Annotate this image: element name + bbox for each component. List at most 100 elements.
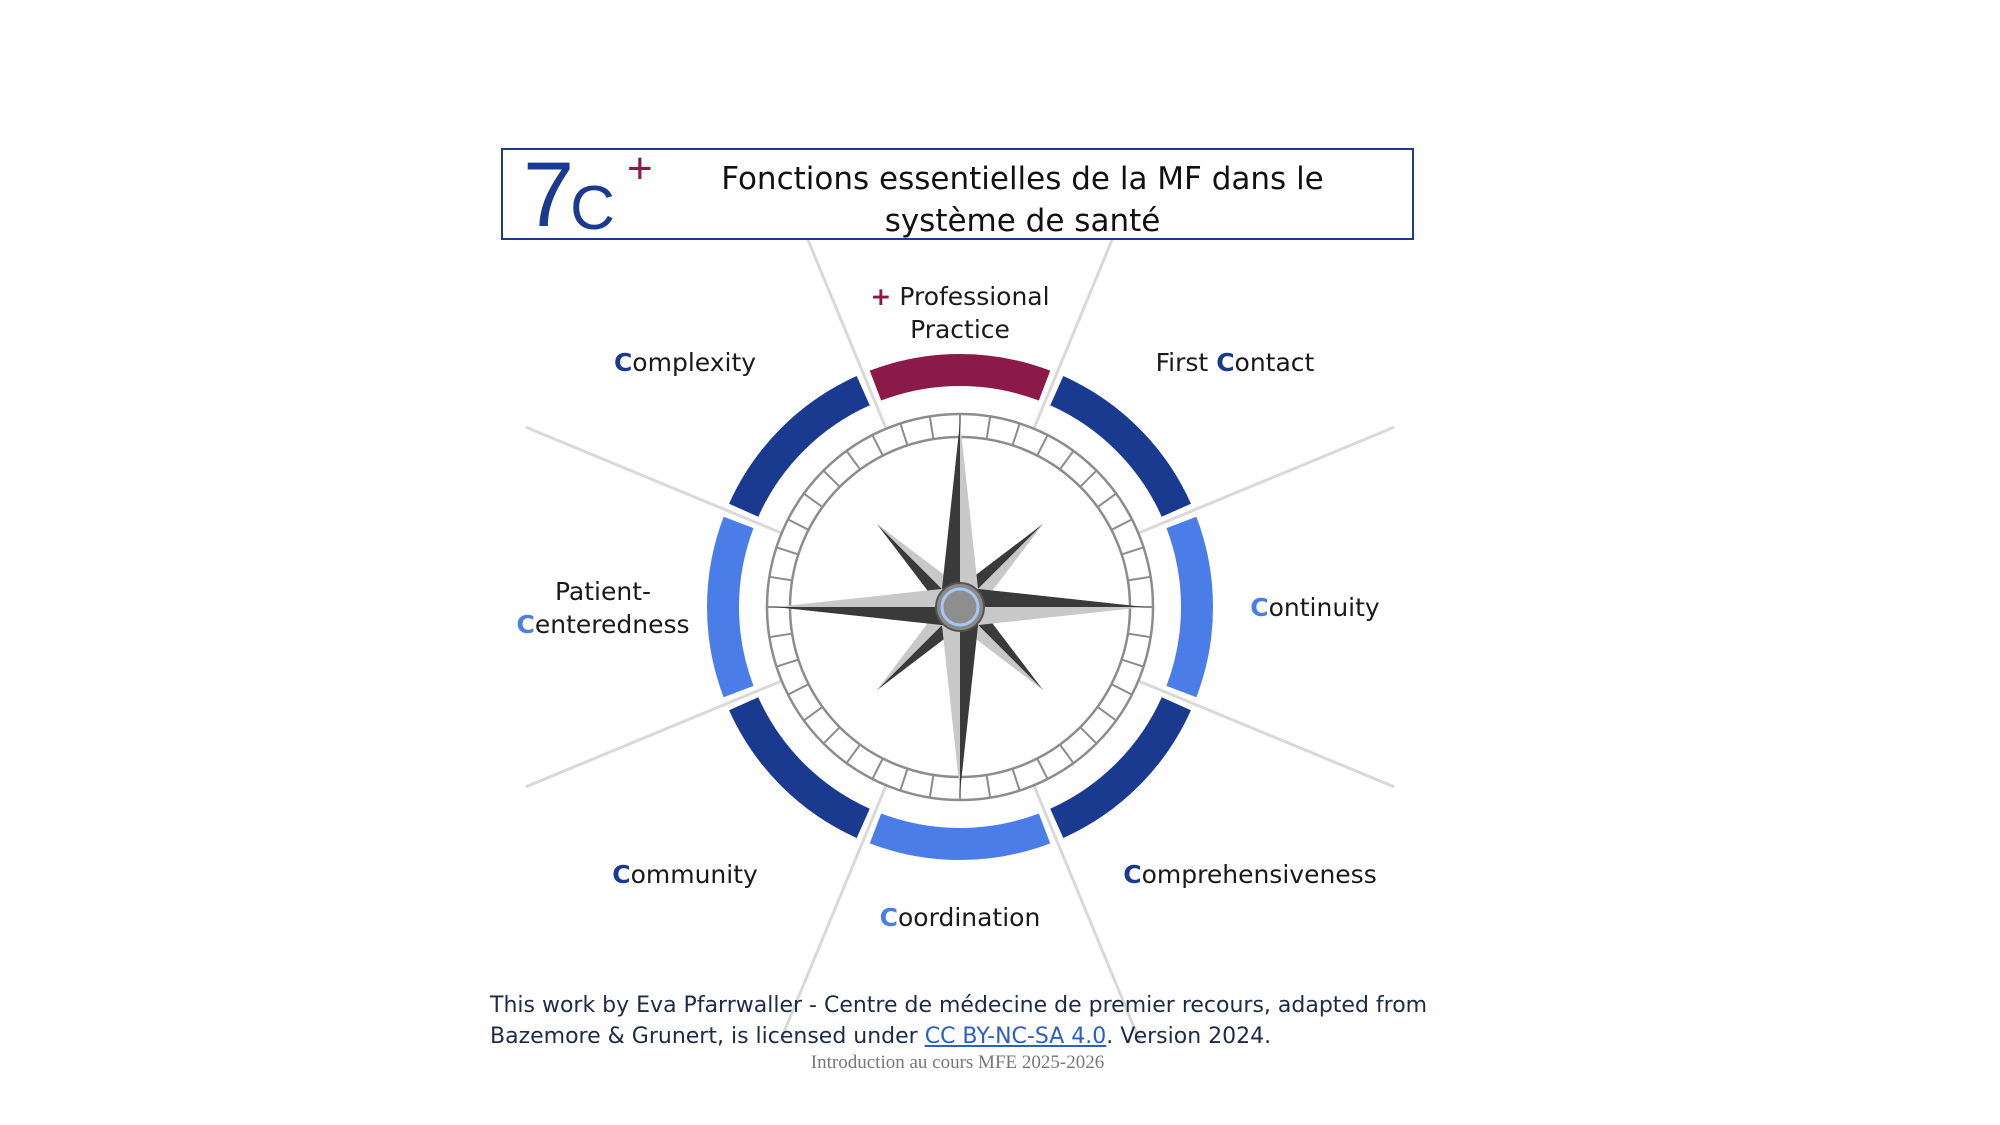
label-initial: C [1123, 860, 1142, 889]
title-line-1: Fonctions essentielles de la MF dans le [721, 161, 1324, 197]
rose-point-half [960, 422, 980, 607]
compass-tick [1079, 726, 1098, 745]
compass-tick [1096, 492, 1117, 508]
label-initial: C [879, 903, 899, 932]
compass-center-inner [940, 587, 980, 627]
label-initial: C [1216, 348, 1235, 377]
divider-line [778, 781, 889, 1042]
label-first-contact: First Contact [1150, 346, 1320, 379]
divider-line [525, 678, 786, 789]
compass-tick [1059, 450, 1075, 471]
label-comprehensiveness: Comprehensiveness [1120, 858, 1380, 891]
divider-line [1134, 678, 1395, 789]
compass-tick [1079, 469, 1098, 488]
label-initial: C [516, 610, 535, 639]
label-text: ontinuity [1268, 593, 1380, 622]
ring-segment [1166, 516, 1213, 698]
outer-ring [707, 354, 1213, 860]
ring-segment [869, 354, 1051, 401]
compass-tick [1111, 683, 1133, 696]
compass-tick [1036, 758, 1049, 780]
ring-segment [707, 516, 754, 698]
logo-plus: + [627, 144, 653, 193]
compass-tick [928, 416, 935, 440]
compass-tick [769, 632, 793, 639]
label-text: enteredness [534, 610, 690, 639]
ring-segment [729, 697, 870, 838]
compass-tick [803, 706, 824, 722]
compass-tick [845, 743, 861, 764]
compass-tick [1121, 658, 1144, 668]
divider-line [1134, 425, 1395, 536]
compass-tick [822, 469, 841, 488]
label-text: oordination [898, 903, 1041, 932]
label-text: ommunity [630, 860, 758, 889]
divider-lines [525, 172, 1395, 1042]
label-text: ontact [1234, 348, 1315, 377]
compass-tick [1111, 518, 1133, 531]
label-line: Patient- [554, 577, 652, 606]
rose-point-half [940, 422, 960, 607]
compass-tick [985, 774, 992, 798]
label-text: First [1155, 348, 1217, 377]
compass-tick [776, 546, 799, 556]
label-initial: C [612, 860, 631, 889]
compass-tick [776, 658, 799, 668]
logo-number: 7 [523, 144, 574, 246]
ring-segment [869, 813, 1051, 860]
compass-tick [769, 575, 793, 582]
label-coordination: Coordination [870, 901, 1050, 934]
compass-tick [1121, 546, 1144, 556]
divider-line [525, 425, 786, 536]
compass-tick [1096, 706, 1117, 722]
label-professional-practice: + Professional Practice [860, 280, 1060, 346]
logo-7c-plus: 7C + [523, 144, 653, 243]
rose-point-half [775, 587, 960, 607]
plus-mark: + [870, 282, 892, 311]
title-box: 7C + Fonctions essentielles de la MF dan… [501, 144, 1414, 243]
footer-text: Bazemore & Grunert, is licensed under [490, 1024, 925, 1049]
logo-letter: C [570, 174, 615, 243]
compass-tick [871, 758, 884, 780]
compass-tick [787, 683, 809, 696]
divider-line [1031, 781, 1142, 1042]
label-text: omprehensiveness [1141, 860, 1377, 889]
label-text: omplexity [632, 348, 757, 377]
label-line: Professional [899, 282, 1050, 311]
compass-tick [1127, 632, 1151, 639]
rose-point-half [960, 587, 1145, 607]
label-patient-centeredness: Patient- Centeredness [508, 575, 698, 641]
rose-point-half [960, 607, 980, 792]
rose-point-half [960, 607, 1145, 627]
rose-point-half [940, 607, 960, 792]
compass-tick [928, 774, 935, 798]
page-title: Fonctions essentielles de la MF dans le … [653, 158, 1392, 242]
compass-tick [787, 518, 809, 531]
compass-tick [1011, 423, 1021, 446]
compass-tick [803, 492, 824, 508]
compass-tick [845, 450, 861, 471]
footer-line-2: Bazemore & Grunert, is licensed under CC… [490, 1021, 1430, 1052]
label-initial: C [1250, 593, 1269, 622]
compass-tick [1127, 575, 1151, 582]
license-link[interactable]: CC BY-NC-SA 4.0 [924, 1024, 1107, 1049]
course-footer: Introduction au cours MFE 2025-2026 [810, 1052, 1105, 1073]
license-footer: This work by Eva Pfarrwaller - Centre de… [490, 990, 1430, 1052]
compass-tick [1011, 768, 1021, 791]
label-complexity: Complexity [610, 346, 760, 379]
label-community: Community [610, 858, 760, 891]
compass-tick [871, 434, 884, 456]
compass-tick [1036, 434, 1049, 456]
compass-tick [822, 726, 841, 745]
footer-text: . Version 2024. [1106, 1024, 1272, 1049]
ring-segment [1050, 376, 1191, 517]
ring-segment [1050, 697, 1191, 838]
compass-tick [899, 423, 909, 446]
label-initial: C [613, 348, 633, 377]
compass-tick [985, 416, 992, 440]
label-line: Practice [910, 315, 1010, 344]
compass-tick [1059, 743, 1075, 764]
compass-tick [899, 768, 909, 791]
